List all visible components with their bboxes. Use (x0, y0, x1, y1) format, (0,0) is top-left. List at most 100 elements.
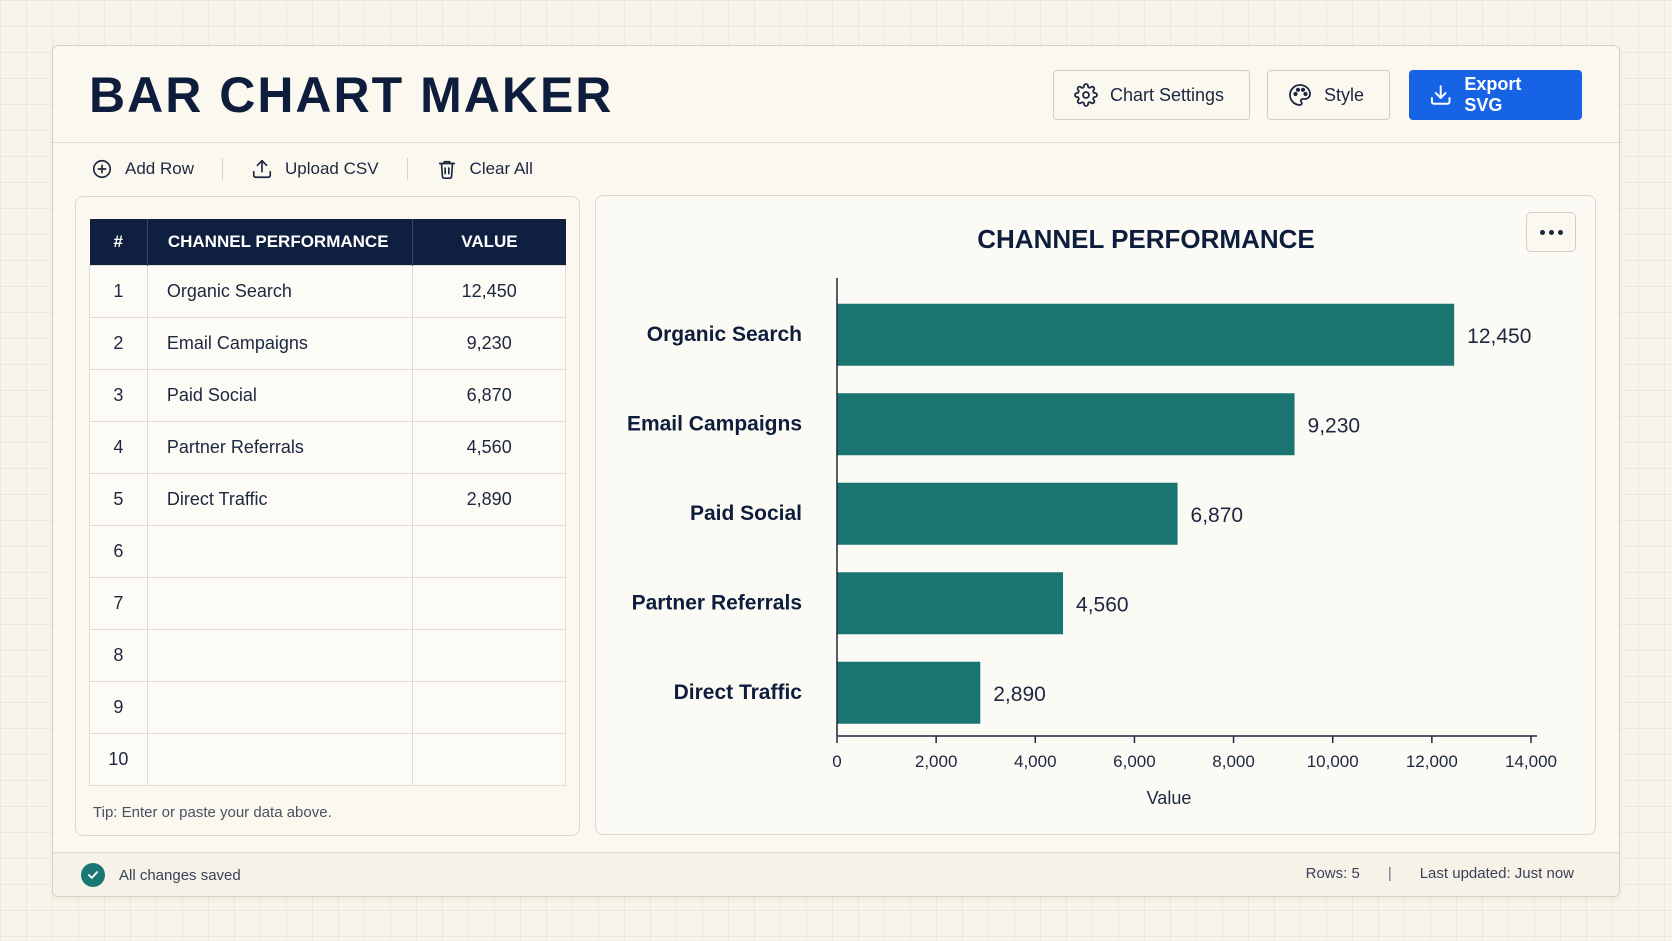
tip-text: Tip: Enter or paste your data above. (93, 804, 332, 821)
bar (837, 393, 1295, 456)
x-tick-label: 4,000 (1014, 752, 1057, 771)
value-cell[interactable] (412, 628, 566, 682)
toolbar-divider (406, 158, 408, 180)
column-header-value[interactable]: VALUE (412, 219, 566, 265)
row-number-cell: 4 (89, 420, 148, 474)
add-row-button[interactable]: Add Row (91, 158, 194, 180)
page-title: BAR CHART MAKER (89, 67, 614, 123)
toolbar: Add Row Upload CSV Clear All (91, 148, 533, 190)
value-cell[interactable]: 12,450 (412, 264, 566, 318)
more-horizontal-icon (1557, 229, 1563, 235)
table-row[interactable]: 8 (89, 628, 566, 682)
table-row[interactable]: 9 (89, 680, 566, 734)
check-circle-icon (81, 863, 105, 887)
bar (837, 572, 1064, 635)
data-label: 4,560 (1076, 593, 1129, 616)
row-number-cell: 1 (89, 264, 148, 318)
row-number-cell: 3 (89, 368, 148, 422)
chart-settings-button[interactable]: Chart Settings (1053, 70, 1250, 120)
value-cell[interactable]: 4,560 (412, 420, 566, 474)
upload-icon (252, 159, 272, 179)
channel-name-cell[interactable] (146, 732, 414, 786)
chart-settings-label: Chart Settings (1110, 84, 1225, 105)
x-tick-label: 12,000 (1406, 752, 1458, 771)
column-header-number: # (89, 219, 148, 265)
x-tick-label: 0 (832, 752, 841, 771)
value-cell[interactable]: 9,230 (412, 316, 566, 370)
save-status: All changes saved (119, 866, 241, 884)
value-cell[interactable]: 2,890 (412, 472, 566, 526)
table-row[interactable]: 5 Direct Traffic 2,890 (89, 472, 566, 526)
row-number-cell: 7 (89, 576, 148, 630)
download-icon (1430, 85, 1451, 105)
value-cell[interactable] (412, 680, 566, 734)
x-axis-label: Value (1147, 788, 1192, 808)
more-horizontal-icon (1548, 229, 1554, 235)
table-row[interactable]: 2 Email Campaigns 9,230 (89, 316, 566, 370)
table-row[interactable]: 7 (89, 576, 566, 630)
x-tick-label: 6,000 (1113, 752, 1156, 771)
channel-name-cell[interactable] (146, 524, 414, 578)
x-tick-label: 14,000 (1505, 752, 1557, 771)
trash-icon (438, 160, 455, 179)
export-svg-button[interactable]: Export SVG (1409, 70, 1582, 120)
row-number-cell: 5 (89, 472, 148, 526)
row-count: Rows: 5 (1305, 865, 1360, 882)
more-horizontal-icon (1539, 229, 1545, 235)
export-svg-label: Export SVG (1464, 74, 1522, 115)
data-table-panel: # CHANNEL PERFORMANCE VALUE 1 Organic Sea… (75, 196, 580, 836)
table-header-row: # CHANNEL PERFORMANCE VALUE (89, 219, 566, 265)
toolbar-divider (221, 158, 223, 180)
table-row[interactable]: 4 Partner Referrals 4,560 (89, 420, 566, 474)
bar (837, 661, 981, 724)
data-label: 2,890 (993, 683, 1046, 706)
status-bar: All changes saved Rows: 5 | Last updated… (53, 852, 1619, 896)
x-tick-label: 10,000 (1307, 752, 1359, 771)
x-tick-label: 2,000 (915, 752, 958, 771)
value-cell[interactable]: 6,870 (412, 368, 566, 422)
gear-icon (1074, 83, 1098, 107)
status-divider: | (1387, 865, 1392, 882)
category-label: Partner Referrals (632, 591, 802, 614)
value-cell[interactable] (412, 732, 566, 786)
channel-name-cell[interactable]: Direct Traffic (146, 472, 414, 526)
table-row[interactable]: 1 Organic Search 12,450 (89, 264, 566, 318)
column-header-name[interactable]: CHANNEL PERFORMANCE (147, 219, 414, 265)
row-number-cell: 8 (89, 628, 148, 682)
data-label: 12,450 (1467, 325, 1531, 348)
table-row[interactable]: 10 (89, 732, 566, 786)
channel-name-cell[interactable]: Partner Referrals (146, 420, 414, 474)
channel-name-cell[interactable] (146, 576, 414, 630)
chart-more-button[interactable] (1526, 212, 1576, 252)
clear-all-button[interactable]: Clear All (436, 158, 533, 180)
style-label: Style (1324, 84, 1365, 105)
upload-csv-label: Upload CSV (284, 159, 379, 178)
data-label: 9,230 (1308, 414, 1361, 437)
category-label: Paid Social (690, 502, 802, 525)
channel-name-cell[interactable] (146, 680, 414, 734)
category-label: Organic Search (647, 323, 802, 346)
style-button[interactable]: Style (1267, 70, 1390, 120)
app-window: BAR CHART MAKER Chart Settings Style (52, 45, 1620, 897)
plus-circle-icon (92, 159, 112, 179)
palette-icon (1289, 84, 1311, 106)
table-row[interactable]: 6 (89, 524, 566, 578)
row-number-cell: 9 (89, 680, 148, 734)
row-number-cell: 10 (89, 732, 148, 786)
data-table: # CHANNEL PERFORMANCE VALUE 1 Organic Sea… (89, 219, 566, 786)
channel-name-cell[interactable] (146, 628, 414, 682)
add-row-label: Add Row (125, 159, 194, 178)
value-cell[interactable] (412, 524, 566, 578)
category-label: Email Campaigns (627, 412, 802, 435)
clear-all-label: Clear All (469, 159, 533, 178)
value-cell[interactable] (412, 576, 566, 630)
channel-name-cell[interactable]: Email Campaigns (146, 316, 414, 370)
chart-title: CHANNEL PERFORMANCE (977, 224, 1315, 254)
bar (837, 303, 1455, 366)
x-tick-label: 8,000 (1212, 752, 1255, 771)
channel-name-cell[interactable]: Organic Search (146, 264, 414, 318)
header: BAR CHART MAKER Chart Settings Style (53, 46, 1619, 143)
upload-csv-button[interactable]: Upload CSV (251, 158, 379, 180)
last-updated: Last updated: Just now (1419, 865, 1574, 882)
